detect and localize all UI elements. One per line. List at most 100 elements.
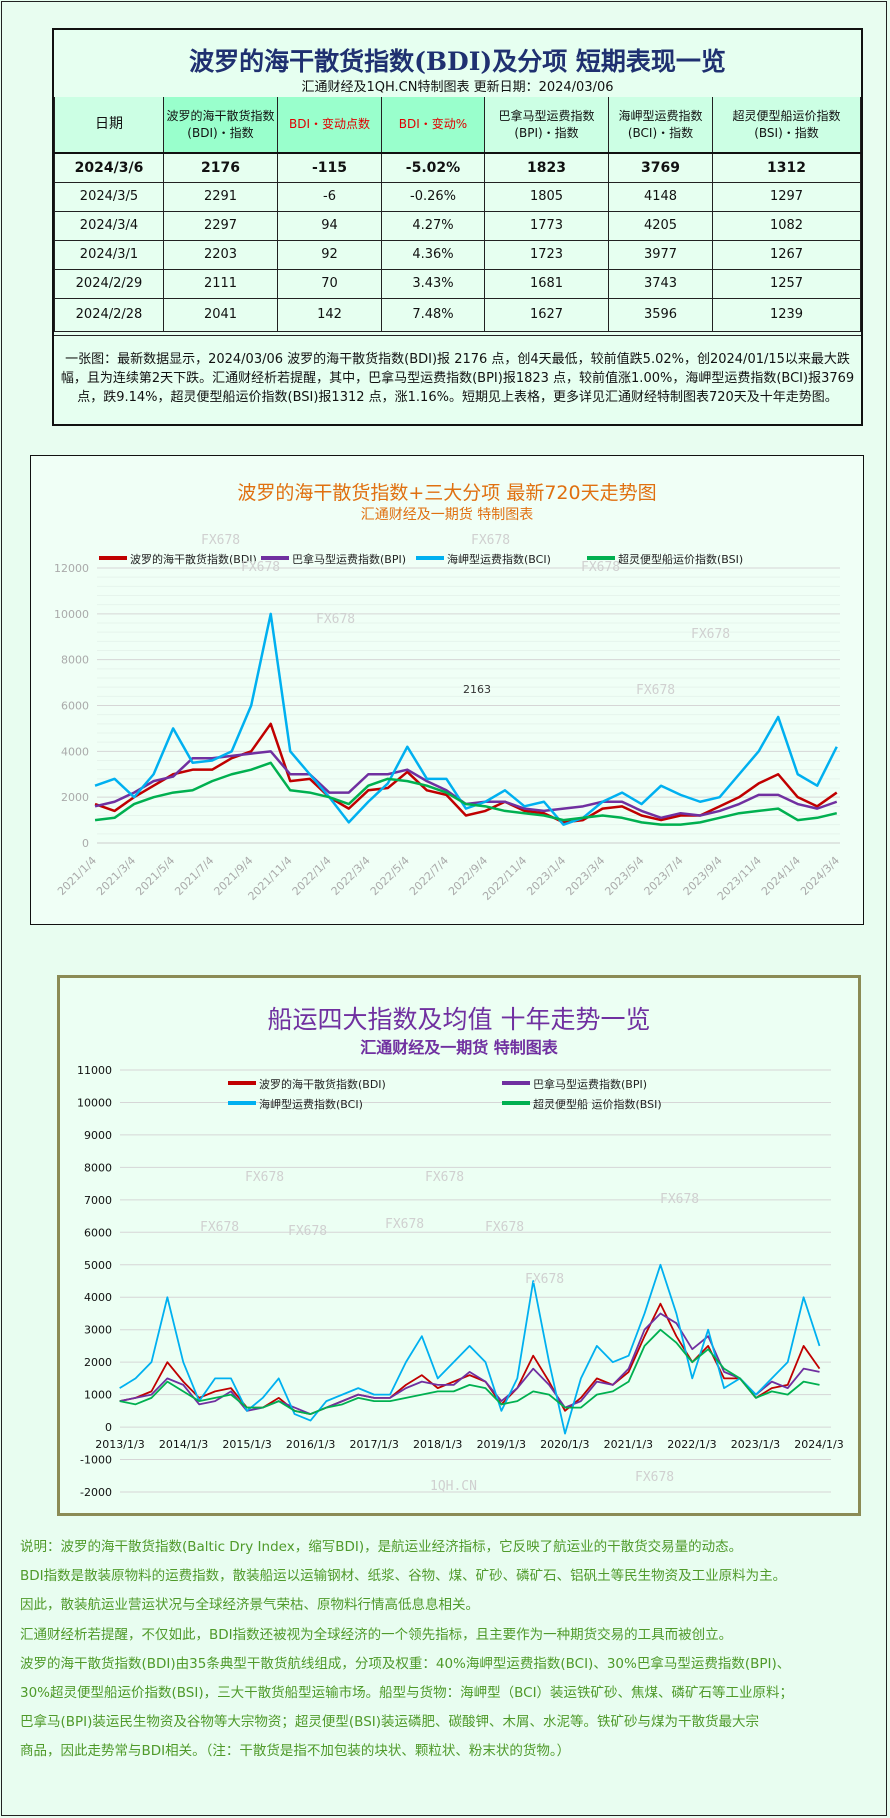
table-row: 2024/3/1 2203 92 4.36% 1723 3977 1267 [54,239,861,270]
notes-section: 说明：波罗的海干散货指数(Baltic Dry Index，缩写BDI)，是航运… [20,1533,880,1767]
header-bdi-change-pct: BDI・变动% [381,97,485,154]
watermark: FX678 [471,533,510,548]
bdi-table: 日期 波罗的海干散货指数(BDI)・指数 BDI・变动点数 BDI・变动% 巴拿… [54,97,861,332]
y-tick-label: 10000 [77,1096,112,1109]
note-line: 波罗的海干散货指数(BDI)由35条典型干散货航线组成，分项及权重：40%海岬型… [20,1655,791,1672]
table-row: 2024/2/29 2111 70 3.43% 1681 3743 1257 [54,268,861,299]
table-cell: 3596 [608,297,713,332]
y-tick-label: 2000 [84,1356,112,1369]
y-tick-label: 4000 [84,1291,112,1304]
table-cell: 2297 [163,210,278,241]
watermark: FX678 [245,1170,284,1185]
legend-label-bci: 海岬型运费指数(BCI) [259,1097,363,1111]
x-tick-label: 2022/7/4 [407,854,451,898]
series-line-bci [119,1263,821,1435]
x-tick-label: 2024/1/3 [794,1438,843,1451]
table-cell: 1257 [712,268,861,299]
x-tick-label: 2024/1/4 [759,854,803,898]
table-cell: 2024/3/5 [54,181,164,212]
header-bdi: 波罗的海干散货指数(BDI)・指数 [163,97,278,154]
table-cell: 94 [277,210,382,241]
x-tick-label: 2018/1/3 [413,1438,462,1451]
series-line-bpi [119,1312,820,1415]
watermark: FX678 [691,627,730,642]
y-tick-label: 8000 [84,1161,112,1174]
x-tick-label: 2016/1/3 [286,1438,335,1451]
table-cell: 1312 [712,152,861,183]
legend-label-bci: 海岬型运费指数(BCI) [447,552,551,566]
table-cell: 3.43% [381,268,485,299]
table-cell: 1267 [712,239,861,270]
table-cell: 1627 [484,297,609,332]
legend-label-bpi: 巴拿马型运费指数(BPI) [533,1077,647,1091]
watermark: FX678 [288,1224,327,1239]
chart1-subtitle: 汇通财经及一期货 特制图表 [360,507,534,523]
table-cell: 2024/3/1 [54,239,164,270]
y-tick-label: 4000 [61,745,89,758]
legend-label-bsi: 超灵便型船 运价指数(BSI) [533,1097,662,1111]
table-cell: 2024/2/29 [54,268,164,299]
y-tick-label: 1000 [84,1389,112,1402]
series-line-bsi [119,1328,820,1415]
table-cell: 4205 [608,210,713,241]
x-tick-label: 2023/3/4 [563,854,607,898]
watermark: FX678 [385,1217,424,1232]
x-tick-label: 2022/5/4 [368,854,412,898]
y-tick-label: 10000 [54,608,89,621]
table-cell: 3743 [608,268,713,299]
y-tick-label: 3000 [84,1324,112,1337]
table-cell: 3769 [608,152,713,183]
series-line-bdi [119,1302,821,1415]
x-tick-label: 2022/1/3 [667,1438,716,1451]
note-line: 商品，因此走势常与BDI相关。（注：干散货是指不加包装的块状、颗粒状、粉末状的货… [20,1743,571,1760]
table-cell: 92 [277,239,382,270]
table-cell: 2024/3/4 [54,210,164,241]
y-tick-label: 6000 [61,700,89,713]
legend-label-bdi: 波罗的海干散货指数(BDI) [259,1077,386,1091]
watermark: FX678 [200,1220,239,1235]
watermark: FX678 [636,683,675,698]
table-cell: 1239 [712,297,861,332]
table-cell: -5.02% [381,152,485,183]
note-line: BDI指数是散装原物料的运费指数，散装船运以运输钢材、纸浆、谷物、煤、矿砂、磷矿… [20,1568,787,1585]
chart2-subtitle: 汇通财经及一期货 特制图表 [360,1038,558,1057]
y-tick-label: 6000 [84,1226,112,1239]
table-cell: 2024/3/6 [54,152,164,183]
x-tick-label: 2017/1/3 [349,1438,398,1451]
watermark: FX678 [581,560,620,575]
table-cell: 2041 [163,297,278,332]
watermark: FX678 [201,533,240,548]
x-tick-label: 2021/5/4 [133,854,177,898]
table-cell: 7.48% [381,297,485,332]
x-tick-label: 2021/7/4 [172,854,216,898]
chart-ten-years: 船运四大指数及均值 十年走势一览 汇通财经及一期货 特制图表 -2000 -100… [57,975,861,1516]
table-header-row: 日期 波罗的海干散货指数(BDI)・指数 BDI・变动点数 BDI・变动% 巴拿… [54,97,861,154]
table-cell: 1297 [712,181,861,212]
table-cell: -115 [277,152,382,183]
table-cell: -0.26% [381,181,485,212]
table-title: 波罗的海干散货指数(BDI)及分项 短期表现一览 [189,47,726,76]
table-cell: 3977 [608,239,713,270]
watermark: FX678 [425,1170,464,1185]
y-tick-label: 9000 [84,1129,112,1142]
y-tick-label: -2000 [80,1486,112,1499]
table-cell: 2203 [163,239,278,270]
x-tick-label: 2023/1/3 [731,1438,780,1451]
watermark: FX678 [241,560,280,575]
x-tick-label: 2013/1/3 [95,1438,144,1451]
x-tick-label: 2019/1/3 [477,1438,526,1451]
x-tick-label: 2022/1/4 [290,854,334,898]
y-tick-label: 0 [105,1421,112,1434]
table-cell: 1823 [484,152,609,183]
table-cell: 2176 [163,152,278,183]
header-date: 日期 [54,97,164,154]
note-line: 30%超灵便型船运价指数(BSI)，三大干散货船型运输市场。船型与货物：海岬型（… [20,1685,794,1702]
watermark: FX678 [635,1470,674,1485]
table-row: 2024/3/6 2176 -115 -5.02% 1823 3769 1312 [54,152,861,183]
note-line: 汇通财经析若提醒，不仅如此，BDI指数还被视为全球经济的一个领先指标，且主要作为… [20,1626,733,1643]
header-bsi: 超灵便型船运价指数(BSI)・指数 [712,97,861,154]
y-tick-label: 8000 [61,654,89,667]
x-tick-label: 2022/3/4 [329,854,373,898]
series-line-bci [94,612,838,826]
y-tick-label: 0 [82,837,89,850]
